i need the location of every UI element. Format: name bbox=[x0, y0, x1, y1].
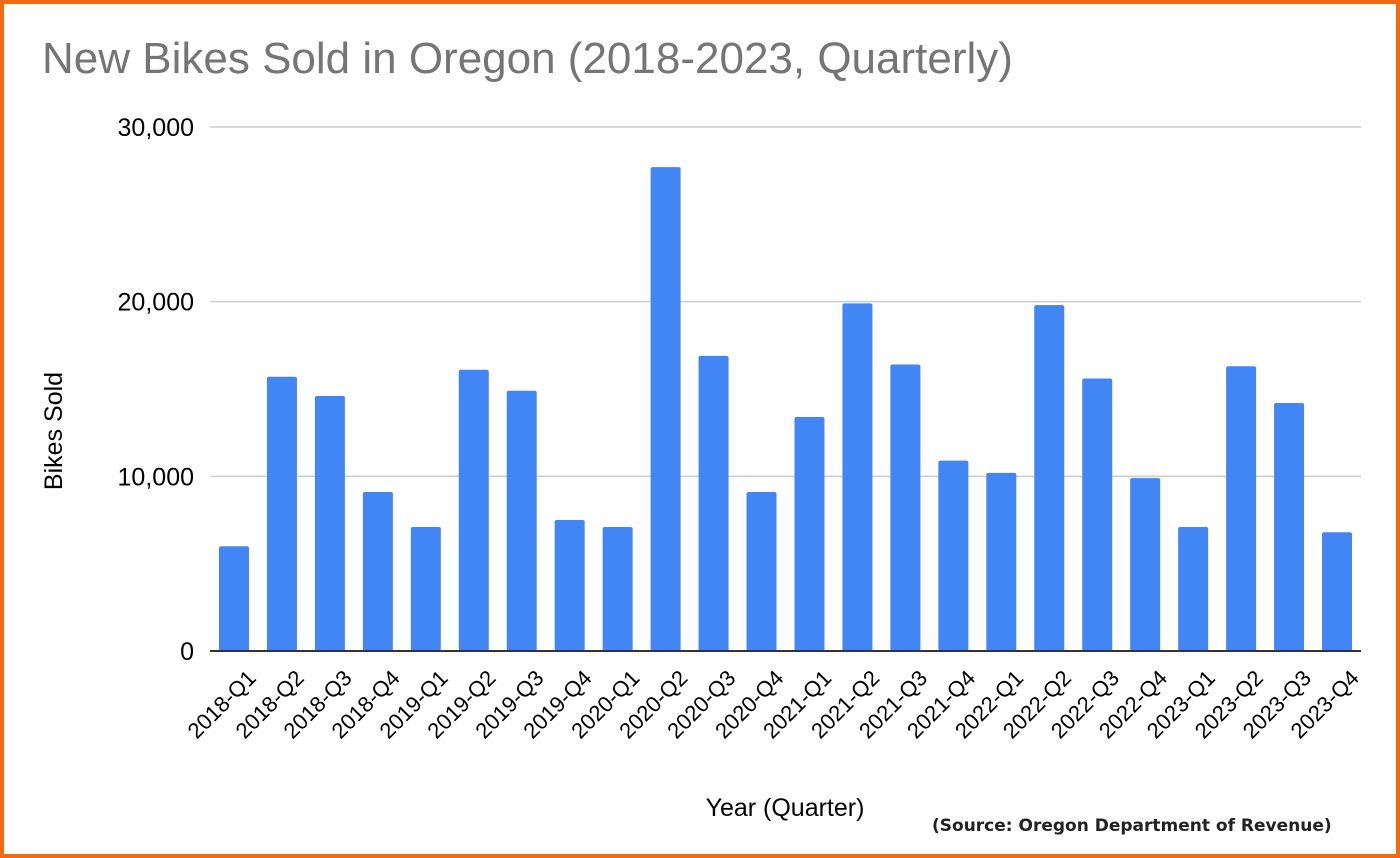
bar bbox=[890, 364, 921, 651]
bar bbox=[1274, 402, 1305, 651]
source-note: (Source: Oregon Department of Revenue) bbox=[932, 816, 1332, 836]
bar bbox=[1130, 478, 1161, 651]
bar bbox=[410, 526, 441, 651]
y-tick-label: 30,000 bbox=[118, 114, 194, 142]
bar bbox=[1034, 305, 1065, 651]
bars bbox=[218, 167, 1353, 651]
bar bbox=[1178, 526, 1209, 651]
bar bbox=[986, 472, 1017, 651]
y-tick-label: 10,000 bbox=[118, 463, 194, 491]
bar bbox=[1322, 532, 1353, 651]
bar bbox=[1082, 378, 1113, 651]
bar bbox=[794, 416, 825, 651]
bar bbox=[842, 303, 873, 651]
bar bbox=[458, 369, 489, 651]
bar-chart: 0 10,000 20,000 30,000 2018-Q12018-Q22018-Q… bbox=[40, 114, 1364, 822]
y-tick-label: 20,000 bbox=[118, 289, 194, 317]
y-tick-labels: 0 10,000 20,000 30,000 bbox=[118, 114, 194, 666]
y-tick-label: 0 bbox=[180, 638, 194, 666]
bar bbox=[218, 546, 249, 651]
bar bbox=[938, 460, 969, 651]
bar bbox=[698, 355, 729, 651]
y-axis-title: Bikes Sold bbox=[40, 372, 68, 490]
x-tick-labels: 2018-Q12018-Q22018-Q32018-Q42019-Q12019-… bbox=[183, 665, 1364, 743]
bar bbox=[602, 526, 633, 651]
bar bbox=[362, 492, 393, 651]
bar bbox=[506, 390, 537, 651]
bar bbox=[314, 395, 345, 651]
chart-title: New Bikes Sold in Oregon (2018-2023, Qua… bbox=[42, 34, 1013, 83]
x-axis-title: Year (Quarter) bbox=[706, 794, 865, 822]
bar bbox=[650, 167, 681, 651]
bar bbox=[746, 492, 777, 651]
gridlines bbox=[210, 126, 1361, 478]
bar bbox=[1226, 366, 1257, 651]
bar bbox=[266, 376, 297, 651]
bar bbox=[554, 520, 585, 651]
